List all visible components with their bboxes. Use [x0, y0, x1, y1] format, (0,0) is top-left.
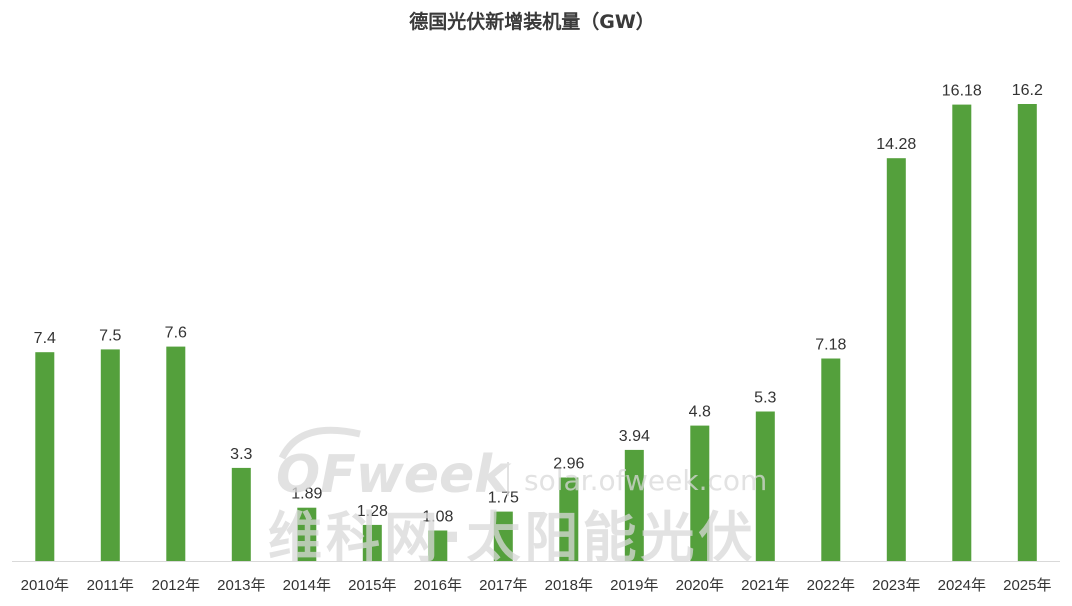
bar-2024年 — [952, 104, 972, 561]
x-tick-label-2016年: 2016年 — [414, 577, 462, 594]
watermark-logo: OFweek — [276, 445, 512, 505]
chart-title: 德国光伏新增装机量（GW） — [409, 10, 655, 33]
x-tick-label-2024年: 2024年 — [938, 577, 986, 594]
x-tick-label-2023年: 2023年 — [872, 577, 920, 594]
watermark-name: 维科网·太阳能光伏 — [268, 506, 757, 569]
data-label-2015年: 1.28 — [357, 503, 388, 520]
data-label-2012年: 7.6 — [165, 325, 187, 342]
bar-2013年 — [231, 467, 251, 561]
x-tick-label-2013年: 2013年 — [217, 577, 265, 594]
data-label-2014年: 1.89 — [291, 486, 322, 503]
bar-2025年 — [1017, 104, 1037, 561]
watermark-swoosh-icon — [278, 426, 361, 460]
bar-2014年 — [297, 507, 317, 561]
data-label-2018年: 2.96 — [553, 456, 584, 473]
x-tick-label-2011年: 2011年 — [87, 577, 134, 594]
bar-2021年 — [755, 411, 775, 561]
data-label-2022年: 7.18 — [815, 337, 846, 354]
data-label-2017年: 1.75 — [488, 490, 519, 507]
bar-2015年 — [362, 524, 382, 561]
data-label-group: 7.4 7.5 7.6 3.3 1.89 1.28 1.08 1.75 2.96 3.94 4.8 5… — [34, 82, 1043, 526]
x-tick-label-2014年: 2014年 — [283, 577, 331, 594]
x-tick-label-2018年: 2018年 — [545, 577, 593, 594]
x-tick-label-2019年: 2019年 — [610, 577, 658, 594]
bar-2017年 — [493, 511, 513, 561]
bar-2020年 — [690, 425, 710, 561]
data-label-2020年: 4.8 — [689, 404, 711, 421]
bar-2018年 — [559, 477, 579, 561]
watermark: OFweek solar.ofweek.com 维科网·太阳能光伏 — [268, 426, 767, 569]
x-tick-label-2022年: 2022年 — [807, 577, 855, 594]
x-tick-label-2010年: 2010年 — [21, 577, 69, 594]
bar-2011年 — [100, 349, 120, 561]
x-tick-label-2012年: 2012年 — [152, 577, 200, 594]
x-tick-label-2020年: 2020年 — [676, 577, 724, 594]
data-label-2019年: 3.94 — [619, 428, 650, 445]
bar-2016年 — [428, 530, 448, 561]
bar-2022年 — [821, 358, 841, 561]
bar-2023年 — [886, 158, 906, 561]
data-label-2013年: 3.3 — [230, 446, 252, 463]
data-label-2016年: 1.08 — [422, 509, 453, 526]
bar-group — [35, 104, 1037, 561]
x-tick-label-2025年: 2025年 — [1003, 577, 1051, 594]
x-tick-label-2015年: 2015年 — [348, 577, 396, 594]
data-label-2011年: 7.5 — [99, 327, 121, 344]
x-tick-label-2017年: 2017年 — [479, 577, 527, 594]
data-label-2010年: 7.4 — [34, 330, 56, 347]
data-label-2021年: 5.3 — [754, 390, 776, 407]
x-tick-group: 2010年 2011年 2012年 2013年 2014年 2015年 2016年 2017年… — [21, 577, 1052, 594]
bar-2010年 — [35, 352, 55, 561]
data-label-2024年: 16.18 — [942, 83, 982, 100]
x-tick-label-2021年: 2021年 — [741, 577, 789, 594]
data-label-2023年: 14.28 — [876, 136, 916, 153]
bar-2019年 — [624, 449, 644, 561]
bar-2012年 — [166, 346, 186, 561]
data-label-2025年: 16.2 — [1012, 82, 1043, 99]
watermark-url: solar.ofweek.com — [524, 464, 767, 497]
